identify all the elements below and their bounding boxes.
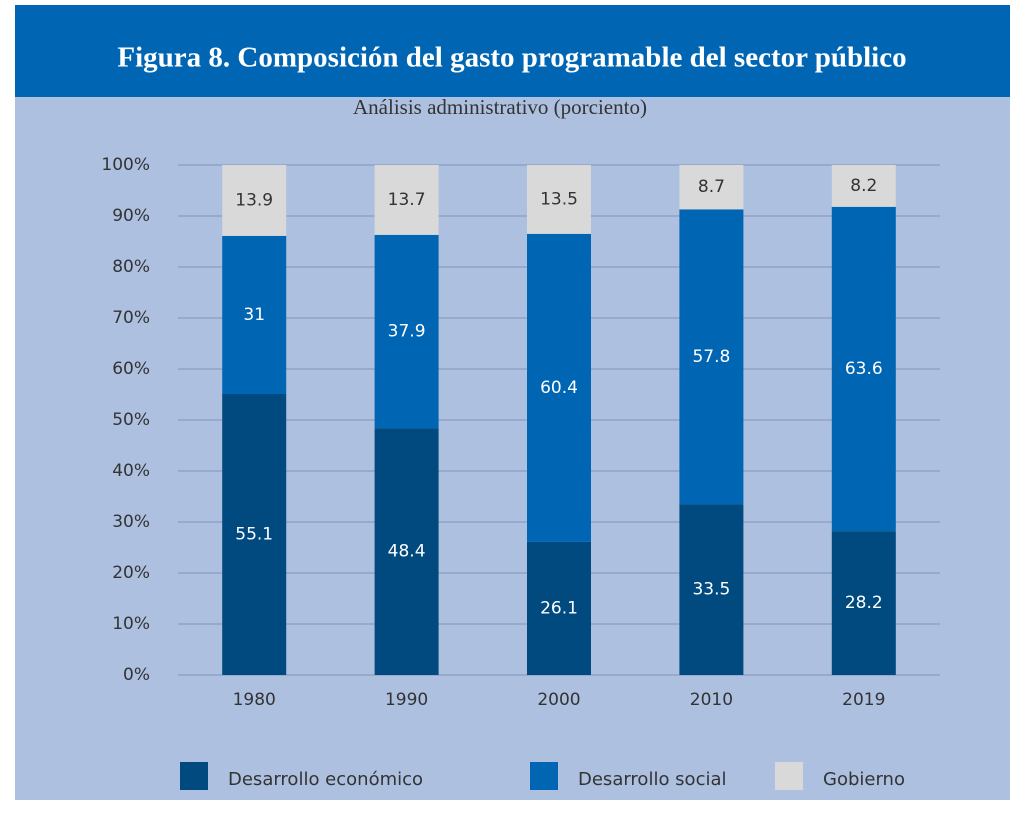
data-label: 8.2	[850, 176, 877, 196]
bar-segment	[831, 165, 896, 207]
y-tick-label: 80%	[112, 257, 150, 277]
y-tick-label: 70%	[112, 308, 150, 328]
y-tick-label: 20%	[112, 563, 150, 583]
data-label: 8.7	[698, 177, 725, 197]
bar-segment	[527, 233, 591, 542]
bar-segment	[527, 165, 591, 234]
legend-label: Gobierno	[823, 769, 905, 790]
y-tick-label: 100%	[101, 155, 150, 175]
data-label: 57.8	[692, 347, 730, 367]
bar-segment	[831, 206, 896, 532]
bar-segment	[831, 531, 896, 675]
legend-swatch	[180, 762, 208, 790]
bar-segment	[374, 234, 439, 429]
y-tick-label: 90%	[112, 206, 150, 226]
legend-label: Desarrollo social	[578, 769, 727, 790]
data-label: 28.2	[845, 593, 883, 613]
bar-segment	[679, 209, 744, 505]
x-tick-label: 2010	[690, 690, 733, 710]
data-label: 60.4	[540, 378, 578, 398]
x-tick-label: 1980	[233, 690, 276, 710]
legend-label: Desarrollo económico	[228, 769, 423, 790]
bar-segment	[679, 504, 744, 675]
data-label: 31	[243, 305, 265, 325]
bar-segment	[222, 165, 287, 236]
legend-swatch	[775, 762, 803, 790]
data-label: 13.9	[235, 190, 273, 210]
bar-segment	[374, 428, 439, 675]
x-tick-label: 2019	[842, 690, 885, 710]
header-band	[15, 5, 1010, 97]
bar-segment	[222, 235, 287, 394]
y-tick-label: 50%	[112, 410, 150, 430]
data-label: 37.9	[388, 322, 426, 342]
data-label: 33.5	[692, 580, 730, 600]
data-label: 55.1	[235, 524, 273, 544]
x-tick-label: 2000	[537, 690, 580, 710]
data-label: 63.6	[845, 359, 883, 379]
data-label: 48.4	[388, 542, 426, 562]
x-tick-label: 1990	[385, 690, 428, 710]
y-tick-label: 40%	[112, 461, 150, 481]
y-tick-label: 10%	[112, 614, 150, 634]
y-tick-label: 60%	[112, 359, 150, 379]
bar-segment	[374, 165, 439, 235]
legend-swatch	[530, 762, 558, 790]
data-label: 26.1	[540, 598, 578, 618]
bar-segment	[222, 393, 287, 675]
y-tick-label: 0%	[123, 665, 150, 685]
chart-title: Figura 8. Composición del gasto programa…	[117, 42, 906, 74]
bar-segment	[527, 541, 591, 675]
chart-subtitle: Análisis administrativo (porciento)	[353, 95, 647, 119]
bar-segment	[679, 165, 744, 210]
data-label: 13.5	[540, 189, 578, 209]
data-label: 13.7	[388, 190, 426, 210]
y-tick-label: 30%	[112, 512, 150, 532]
